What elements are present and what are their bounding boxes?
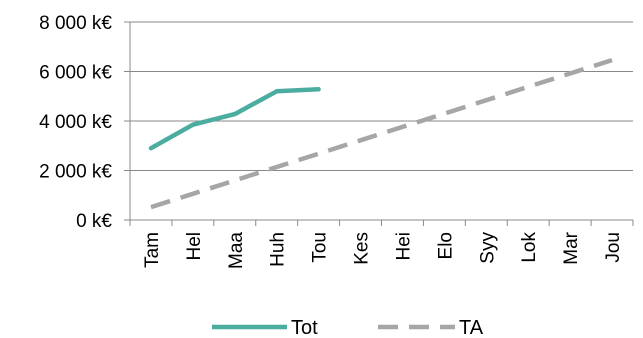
- x-tick-label: Lok: [519, 232, 540, 263]
- series-line-ta: [150, 57, 613, 210]
- x-tick-label: Hei: [393, 232, 414, 261]
- data-series: [148, 57, 613, 210]
- y-tick-label: 6 000 k€: [39, 63, 112, 84]
- x-tick-label: Jou: [603, 232, 624, 263]
- x-tick-label: Tou: [310, 232, 331, 263]
- x-tick-label: Tam: [142, 232, 163, 268]
- x-axis-tick-labels: Tam Hel Maa Huh Tou Kes Hei Elo Syy Lok Mar Jou: [142, 231, 624, 269]
- legend-label-ta: TA: [459, 317, 484, 338]
- y-tick-label: 0 k€: [76, 211, 112, 232]
- legend-label-tot: Tot: [291, 317, 318, 338]
- y-tick-label: 4 000 k€: [39, 112, 112, 133]
- x-tick-label: Syy: [477, 232, 498, 264]
- x-tick-label: Elo: [435, 232, 456, 259]
- y-tick-label: 8 000 k€: [39, 13, 112, 34]
- y-axis-tick-labels: 0 k€ 2 000 k€ 4 000 k€ 6 000 k€ 8 000 k€: [39, 13, 112, 232]
- x-tick-label: Huh: [268, 232, 289, 267]
- x-tick-label: Kes: [352, 232, 373, 265]
- x-tick-label: Maa: [226, 232, 247, 269]
- x-tick-label: Hel: [184, 232, 205, 261]
- y-tick-label: 2 000 k€: [39, 162, 112, 183]
- x-tick-label: Mar: [561, 231, 582, 264]
- axes: [124, 21, 634, 226]
- gridlines: [130, 21, 633, 171]
- series-line-tot: [148, 87, 321, 151]
- legend: Tot TA: [212, 317, 484, 338]
